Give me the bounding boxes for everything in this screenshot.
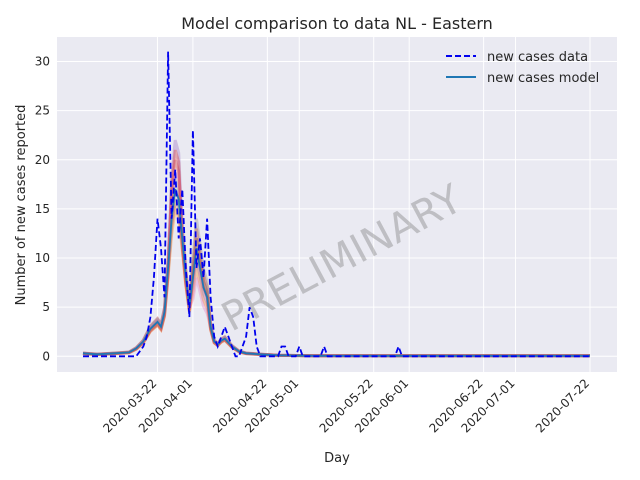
y-tick-label: 25	[35, 104, 50, 118]
y-axis-label: Number of new cases reported	[14, 105, 29, 306]
legend: new cases data new cases model	[446, 50, 599, 86]
y-tick-label: 10	[35, 251, 50, 265]
chart-title: Model comparison to data NL - Eastern	[181, 14, 493, 33]
y-axis: 0 5 10 15 20 25 30	[35, 55, 50, 364]
series-layer	[82, 51, 590, 358]
legend-model-label: new cases model	[487, 71, 599, 86]
legend-data-label: new cases data	[487, 50, 588, 65]
y-tick-label: 20	[35, 153, 50, 167]
grid-lines	[57, 37, 617, 372]
y-tick-label: 30	[35, 55, 50, 69]
y-tick-label: 0	[42, 349, 50, 363]
y-tick-label: 15	[35, 202, 50, 216]
y-tick-label: 5	[42, 300, 50, 314]
x-axis-label: Day	[324, 451, 350, 466]
plot-area	[57, 37, 617, 372]
data-series-line	[83, 51, 590, 358]
